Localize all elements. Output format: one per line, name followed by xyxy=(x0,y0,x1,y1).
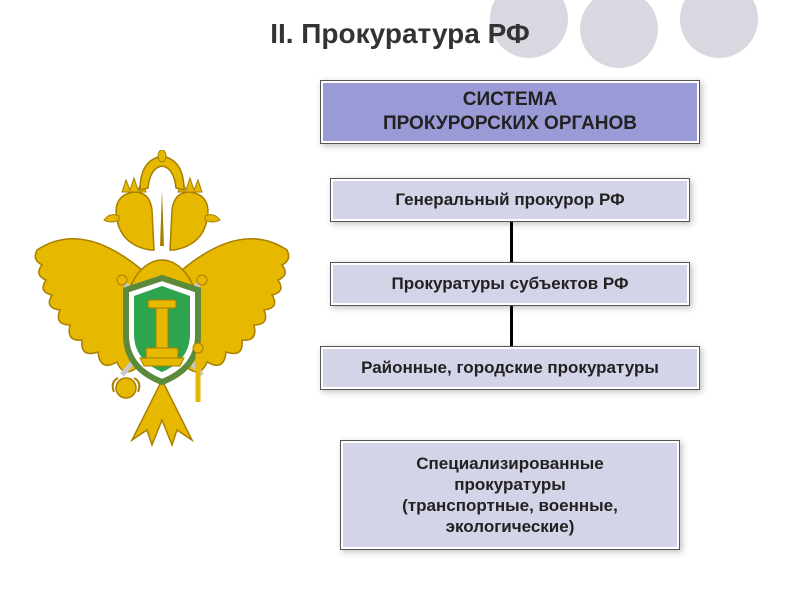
hierarchy-header-box: СИСТЕМА ПРОКУРОРСКИХ ОРГАНОВ xyxy=(320,80,700,144)
hierarchy-level3-box: Районные, городские прокуратуры xyxy=(320,346,700,390)
eagle-emblem-icon xyxy=(22,150,302,450)
special-line4: экологические) xyxy=(402,516,618,537)
prosecutor-emblem xyxy=(22,150,302,450)
hierarchy-level1-box: Генеральный прокурор РФ xyxy=(330,178,690,222)
hierarchy-header-line2: ПРОКУРОРСКИХ ОРГАНОВ xyxy=(383,112,637,136)
connector-2 xyxy=(510,306,513,346)
connector-1 xyxy=(510,222,513,262)
special-line2: прокуратуры xyxy=(402,474,618,495)
special-line3: (транспортные, военные, xyxy=(402,495,618,516)
special-line1: Специализированные xyxy=(402,453,618,474)
hierarchy-level2-box: Прокуратуры субъектов РФ xyxy=(330,262,690,306)
bg-circle-3 xyxy=(680,0,758,58)
hierarchy-special-box: Специализированные прокуратуры (транспор… xyxy=(340,440,680,550)
page-title: II. Прокуратура РФ xyxy=(270,18,530,50)
hierarchy-header-line1: СИСТЕМА xyxy=(383,88,637,112)
bg-circle-2 xyxy=(580,0,658,68)
